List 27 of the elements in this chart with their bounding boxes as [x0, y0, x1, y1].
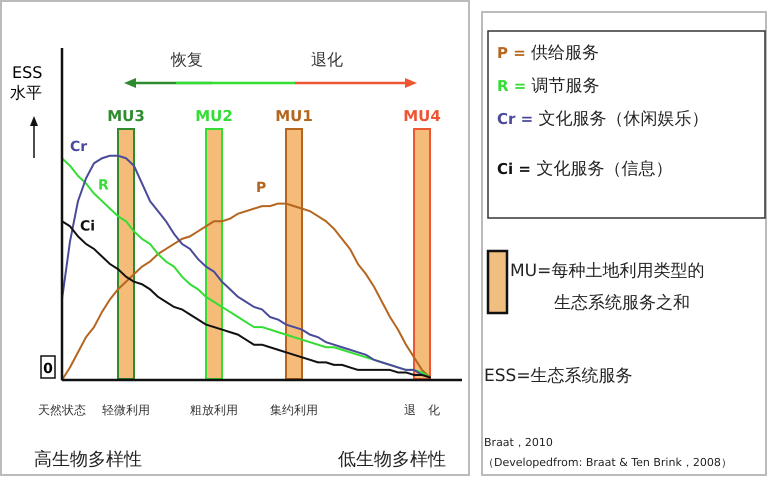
text: 恢复 [170, 50, 203, 69]
text: （Developedfrom: Braat & Ten Brink，2008） [483, 456, 732, 469]
x-tick-label: 天然状态 [38, 403, 86, 417]
text: 退化 [311, 50, 343, 69]
series-label: Ci [80, 218, 96, 234]
series-label: P [256, 180, 266, 196]
text: P = 供给服务 [497, 43, 600, 63]
text: Cr = 文化服务（休闲娱乐） [497, 109, 709, 129]
text: 0 [43, 361, 54, 377]
x-tick-label: 集约利用 [270, 403, 318, 417]
annotation: MU4 [403, 107, 441, 125]
x-tick-label: 退 化 [404, 403, 440, 417]
y-axis-title: ESS水平 [10, 63, 42, 102]
series-label: Cr [70, 139, 88, 156]
annotation: MU1 [275, 107, 313, 125]
text: Braat，2010 [484, 436, 553, 449]
annotation: MU2 [195, 107, 233, 125]
annotation: MU3 [107, 107, 145, 125]
text: ESS=生态系统服务 [484, 366, 633, 386]
text: MU=每种土地利用类型的生态系统服务之和 [510, 261, 704, 313]
text: 低生物多样性 [338, 449, 446, 470]
x-tick-label: 粗放利用 [190, 403, 238, 417]
text: R = 调节服务 [497, 76, 600, 96]
series-label: R [98, 178, 109, 194]
text: 高生物多样性 [34, 449, 142, 470]
x-tick-label: 轻微利用 [102, 403, 150, 417]
text: Ci = 文化服务（信息） [497, 159, 672, 179]
